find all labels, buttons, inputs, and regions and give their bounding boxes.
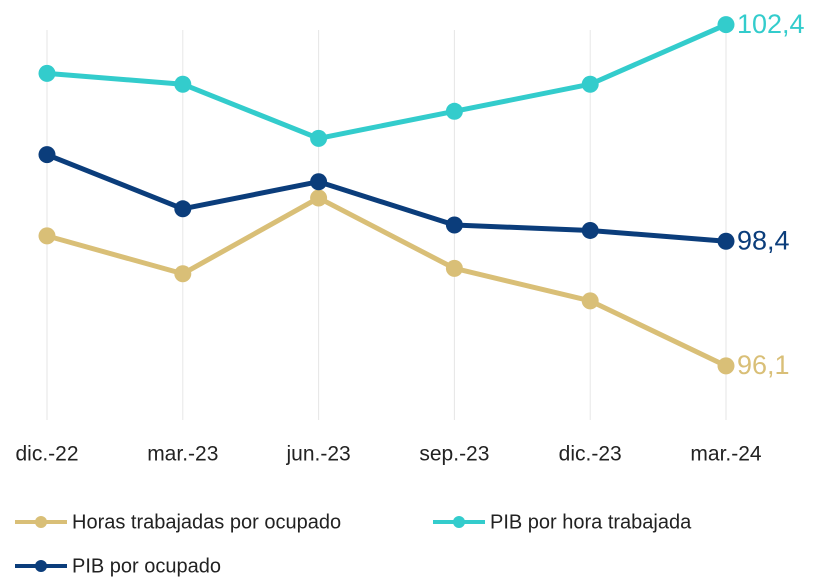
point <box>717 16 735 34</box>
series-line <box>46 195 728 369</box>
legend-marker <box>35 560 47 572</box>
point <box>445 102 463 120</box>
point <box>581 221 599 239</box>
point <box>581 75 599 93</box>
point <box>310 129 328 147</box>
point <box>38 227 56 245</box>
point <box>445 259 463 277</box>
value-label: 96,1 <box>737 350 790 380</box>
legend-marker <box>453 516 465 528</box>
point <box>310 189 328 207</box>
legend-label: Horas trabajadas por ocupado <box>72 511 341 533</box>
x-tick-label: mar.-23 <box>147 443 218 466</box>
x-tick-label: dic.-22 <box>15 443 78 466</box>
value-label: 98,4 <box>737 225 790 255</box>
x-tick-label: sep.-23 <box>419 443 489 466</box>
legend-marker <box>35 516 47 528</box>
point <box>38 64 56 82</box>
point <box>174 200 192 218</box>
point <box>445 216 463 234</box>
x-tick-label: jun.-23 <box>285 443 350 466</box>
point <box>581 292 599 310</box>
x-tick-label: dic.-23 <box>559 443 622 466</box>
point <box>310 173 328 191</box>
series-line <box>46 22 728 141</box>
legend-label: PIB por ocupado <box>72 555 221 577</box>
point <box>38 146 56 164</box>
point <box>717 232 735 250</box>
point <box>174 75 192 93</box>
point <box>717 357 735 375</box>
x-tick-label: mar.-24 <box>690 443 762 466</box>
value-label: 102,4 <box>737 9 805 39</box>
legend-label: PIB por hora trabajada <box>490 511 692 533</box>
point <box>174 265 192 283</box>
series-line <box>46 152 727 244</box>
